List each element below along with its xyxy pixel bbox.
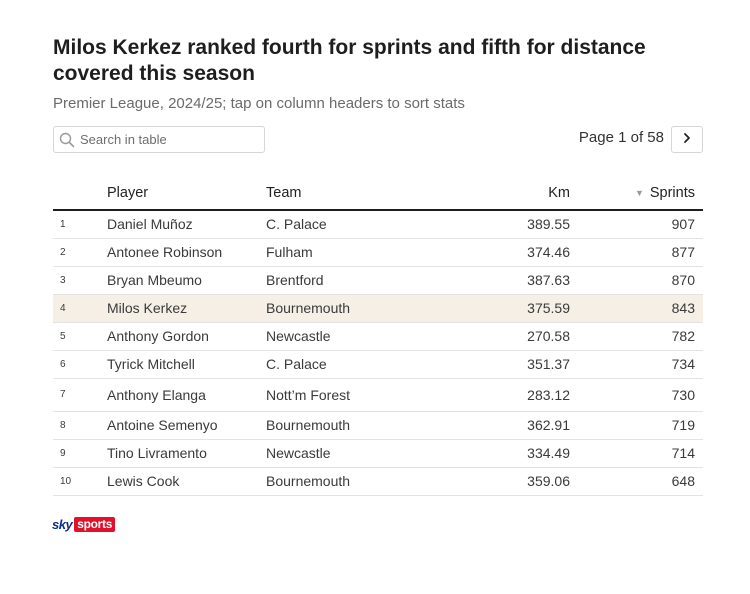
logo-sky-text: sky	[52, 517, 73, 532]
table-row: 3 Bryan Mbeumo Brentford 387.63 870	[53, 266, 703, 295]
rank-cell: 10	[53, 467, 107, 496]
rank-cell: 4	[53, 294, 107, 323]
search-box[interactable]	[53, 126, 265, 153]
column-header-player[interactable]: Player	[107, 176, 266, 211]
rank-cell: 1	[53, 210, 107, 239]
column-header-sprints-label: Sprints	[649, 184, 695, 201]
table-header-row: Player Team Km ▼ Sprints	[53, 176, 703, 211]
km-cell: 351.37	[466, 350, 570, 379]
player-cell: Tino Livramento	[107, 439, 266, 468]
column-header-rank	[53, 176, 107, 211]
team-cell: Fulham	[266, 238, 466, 267]
table-row: 10 Lewis Cook Bournemouth 359.06 648	[53, 467, 703, 496]
player-cell: Antonee Robinson	[107, 238, 266, 267]
table-row: 8 Antoine Semenyo Bournemouth 362.91 719	[53, 411, 703, 440]
team-cell: Bournemouth	[266, 294, 466, 323]
sky-sports-logo: sky sports	[52, 516, 116, 533]
sprints-cell: 719	[570, 411, 703, 440]
search-icon	[54, 127, 80, 152]
team-cell: Newcastle	[266, 322, 466, 351]
sprints-cell: 714	[570, 439, 703, 468]
sprints-cell: 907	[570, 210, 703, 239]
rank-cell: 7	[53, 378, 107, 412]
sort-descending-icon: ▼	[634, 187, 644, 198]
table-row: 6 Tyrick Mitchell C. Palace 351.37 734	[53, 350, 703, 379]
search-input[interactable]	[80, 132, 255, 147]
stats-table: Player Team Km ▼ Sprints 1 Daniel Muñoz C…	[53, 176, 703, 496]
table-row: 7 Anthony Elanga Nott’m Forest 283.12 73…	[53, 378, 703, 412]
km-cell: 270.58	[466, 322, 570, 351]
rank-cell: 5	[53, 322, 107, 351]
player-cell: Bryan Mbeumo	[107, 266, 266, 295]
km-cell: 375.59	[466, 294, 570, 323]
km-cell: 362.91	[466, 411, 570, 440]
team-cell: Nott’m Forest	[266, 378, 466, 412]
chevron-right-icon	[681, 131, 693, 149]
km-cell: 387.63	[466, 266, 570, 295]
rank-cell: 9	[53, 439, 107, 468]
km-cell: 389.55	[466, 210, 570, 239]
player-cell: Daniel Muñoz	[107, 210, 266, 239]
rank-cell: 6	[53, 350, 107, 379]
sprints-cell: 782	[570, 322, 703, 351]
km-cell: 283.12	[466, 378, 570, 412]
player-cell: Lewis Cook	[107, 467, 266, 496]
table-row: 5 Anthony Gordon Newcastle 270.58 782	[53, 322, 703, 351]
sprints-cell: 648	[570, 467, 703, 496]
next-page-button[interactable]	[671, 126, 703, 153]
page-title: Milos Kerkez ranked fourth for sprints a…	[53, 36, 646, 85]
km-cell: 334.49	[466, 439, 570, 468]
team-cell: C. Palace	[266, 210, 466, 239]
table-row: 1 Daniel Muñoz C. Palace 389.55 907	[53, 210, 703, 239]
column-header-km[interactable]: Km	[466, 176, 570, 211]
rank-cell: 8	[53, 411, 107, 440]
column-header-sprints[interactable]: ▼ Sprints	[570, 176, 703, 211]
team-cell: Newcastle	[266, 439, 466, 468]
km-cell: 359.06	[466, 467, 570, 496]
sprints-cell: 877	[570, 238, 703, 267]
player-cell: Anthony Elanga	[107, 378, 266, 412]
sprints-cell: 734	[570, 350, 703, 379]
player-cell: Tyrick Mitchell	[107, 350, 266, 379]
player-cell: Milos Kerkez	[107, 294, 266, 323]
team-cell: Bournemouth	[266, 467, 466, 496]
rank-cell: 3	[53, 266, 107, 295]
player-cell: Anthony Gordon	[107, 322, 266, 351]
sprints-cell: 870	[570, 266, 703, 295]
table-row: 2 Antonee Robinson Fulham 374.46 877	[53, 238, 703, 267]
column-header-team[interactable]: Team	[266, 176, 466, 211]
sprints-cell: 843	[570, 294, 703, 323]
rank-cell: 2	[53, 238, 107, 267]
page-subtitle: Premier League, 2024/25; tap on column h…	[53, 95, 465, 112]
team-cell: C. Palace	[266, 350, 466, 379]
logo-sports-text: sports	[74, 517, 116, 532]
sprints-cell: 730	[570, 378, 703, 412]
team-cell: Bournemouth	[266, 411, 466, 440]
page-indicator: Page 1 of 58	[578, 129, 664, 146]
player-cell: Antoine Semenyo	[107, 411, 266, 440]
table-row-highlighted: 4 Milos Kerkez Bournemouth 375.59 843	[53, 294, 703, 323]
km-cell: 374.46	[466, 238, 570, 267]
table-row: 9 Tino Livramento Newcastle 334.49 714	[53, 439, 703, 468]
team-cell: Brentford	[266, 266, 466, 295]
